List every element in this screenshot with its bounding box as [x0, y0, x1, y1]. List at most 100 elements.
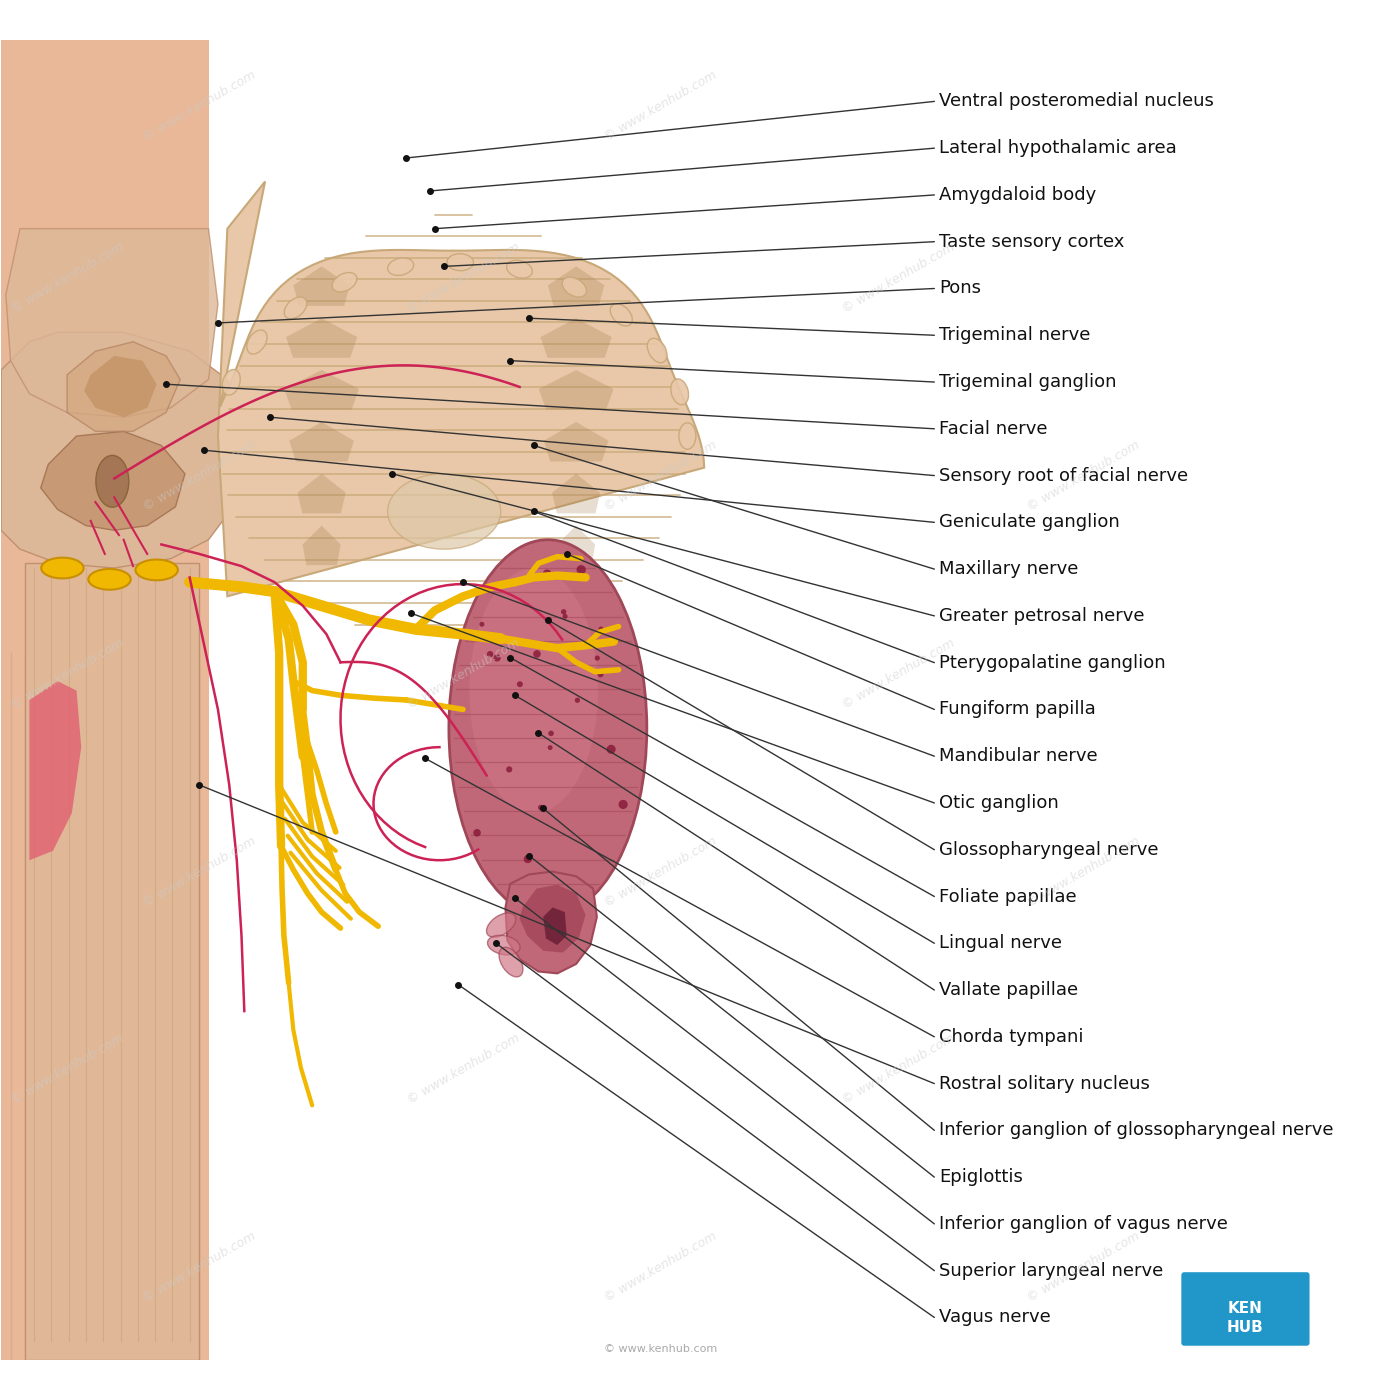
Text: Trigeminal ganglion: Trigeminal ganglion: [939, 372, 1117, 391]
Ellipse shape: [533, 650, 540, 658]
Text: Foliate papillae: Foliate papillae: [939, 888, 1077, 906]
Ellipse shape: [507, 766, 512, 773]
Text: Trigeminal nerve: Trigeminal nerve: [939, 326, 1091, 344]
Text: Inferior ganglion of vagus nerve: Inferior ganglion of vagus nerve: [939, 1215, 1228, 1233]
Polygon shape: [84, 356, 157, 417]
Ellipse shape: [388, 473, 501, 549]
Polygon shape: [543, 907, 567, 945]
Polygon shape: [286, 318, 357, 358]
Polygon shape: [547, 266, 605, 307]
Polygon shape: [41, 431, 185, 531]
Ellipse shape: [487, 651, 493, 658]
Text: Fungiform papilla: Fungiform papilla: [939, 700, 1096, 718]
Text: Pons: Pons: [939, 280, 981, 297]
Polygon shape: [1, 332, 246, 568]
Text: © www.kenhub.com: © www.kenhub.com: [605, 1344, 718, 1354]
Text: © www.kenhub.com: © www.kenhub.com: [8, 636, 126, 711]
Text: Taste sensory cortex: Taste sensory cortex: [939, 232, 1124, 251]
Text: © www.kenhub.com: © www.kenhub.com: [8, 241, 126, 315]
Ellipse shape: [543, 570, 552, 578]
Polygon shape: [539, 370, 613, 410]
Ellipse shape: [332, 273, 357, 293]
Polygon shape: [218, 182, 704, 596]
Text: © www.kenhub.com: © www.kenhub.com: [140, 834, 258, 909]
Ellipse shape: [619, 799, 627, 809]
Polygon shape: [1, 41, 209, 1359]
Polygon shape: [284, 370, 358, 410]
Ellipse shape: [136, 560, 178, 580]
Text: © www.kenhub.com: © www.kenhub.com: [405, 241, 522, 315]
Text: © www.kenhub.com: © www.kenhub.com: [1025, 438, 1142, 514]
Ellipse shape: [538, 805, 543, 811]
Ellipse shape: [388, 258, 413, 276]
FancyBboxPatch shape: [1182, 1273, 1309, 1345]
Ellipse shape: [223, 370, 241, 395]
Ellipse shape: [679, 423, 696, 449]
Polygon shape: [540, 318, 612, 358]
Ellipse shape: [479, 622, 484, 627]
Ellipse shape: [577, 566, 585, 574]
Text: © www.kenhub.com: © www.kenhub.com: [602, 1231, 720, 1305]
Ellipse shape: [563, 277, 587, 297]
Polygon shape: [302, 525, 340, 566]
Text: © www.kenhub.com: © www.kenhub.com: [1025, 1231, 1142, 1305]
Text: Chorda tympani: Chorda tympani: [939, 1028, 1084, 1046]
Ellipse shape: [487, 913, 515, 937]
Text: Inferior ganglion of glossopharyngeal nerve: Inferior ganglion of glossopharyngeal ne…: [939, 1121, 1334, 1140]
Text: © www.kenhub.com: © www.kenhub.com: [840, 636, 958, 711]
Polygon shape: [298, 473, 346, 514]
Text: © www.kenhub.com: © www.kenhub.com: [840, 241, 958, 315]
Ellipse shape: [469, 568, 598, 813]
Text: Sensory root of facial nerve: Sensory root of facial nerve: [939, 466, 1189, 484]
Ellipse shape: [606, 745, 616, 753]
Text: Vallate papillae: Vallate papillae: [939, 981, 1078, 1000]
Polygon shape: [67, 342, 181, 431]
Polygon shape: [552, 473, 601, 514]
Ellipse shape: [447, 253, 473, 270]
Text: © www.kenhub.com: © www.kenhub.com: [405, 636, 522, 711]
Ellipse shape: [610, 304, 633, 326]
Ellipse shape: [498, 948, 524, 977]
Ellipse shape: [598, 627, 603, 633]
Ellipse shape: [575, 697, 580, 703]
Text: Rostral solitary nucleus: Rostral solitary nucleus: [939, 1075, 1149, 1092]
Ellipse shape: [88, 568, 130, 589]
Polygon shape: [29, 682, 81, 860]
Text: Epiglottis: Epiglottis: [939, 1168, 1023, 1186]
Ellipse shape: [671, 379, 689, 405]
Text: © www.kenhub.com: © www.kenhub.com: [140, 69, 258, 144]
Ellipse shape: [561, 609, 567, 615]
Ellipse shape: [598, 671, 603, 678]
Text: © www.kenhub.com: © www.kenhub.com: [8, 1032, 126, 1107]
Ellipse shape: [647, 339, 666, 363]
Text: Glossopharyngeal nerve: Glossopharyngeal nerve: [939, 841, 1159, 858]
Text: Facial nerve: Facial nerve: [939, 420, 1047, 438]
Text: © www.kenhub.com: © www.kenhub.com: [602, 438, 720, 514]
Ellipse shape: [449, 540, 647, 917]
Text: HUB: HUB: [1226, 1320, 1264, 1336]
Polygon shape: [505, 872, 596, 973]
Polygon shape: [294, 266, 350, 307]
Text: © www.kenhub.com: © www.kenhub.com: [140, 438, 258, 514]
Ellipse shape: [284, 297, 307, 319]
Polygon shape: [290, 421, 354, 462]
Ellipse shape: [517, 682, 522, 687]
Polygon shape: [25, 563, 199, 1359]
Ellipse shape: [524, 855, 532, 864]
Text: © www.kenhub.com: © www.kenhub.com: [405, 1032, 522, 1107]
Text: © www.kenhub.com: © www.kenhub.com: [1025, 834, 1142, 909]
Ellipse shape: [494, 654, 501, 662]
Text: Amygdaloid body: Amygdaloid body: [939, 186, 1096, 204]
Text: Superior laryngeal nerve: Superior laryngeal nerve: [939, 1261, 1163, 1280]
Text: © www.kenhub.com: © www.kenhub.com: [840, 1032, 958, 1107]
Text: © www.kenhub.com: © www.kenhub.com: [140, 1231, 258, 1305]
Polygon shape: [519, 885, 585, 952]
Ellipse shape: [473, 829, 480, 837]
Ellipse shape: [547, 745, 553, 750]
Text: Lingual nerve: Lingual nerve: [939, 934, 1063, 952]
Ellipse shape: [95, 455, 129, 507]
Text: Greater petrosal nerve: Greater petrosal nerve: [939, 606, 1145, 624]
Ellipse shape: [563, 613, 567, 619]
Text: © www.kenhub.com: © www.kenhub.com: [602, 834, 720, 909]
Text: Ventral posteromedial nucleus: Ventral posteromedial nucleus: [939, 92, 1214, 111]
